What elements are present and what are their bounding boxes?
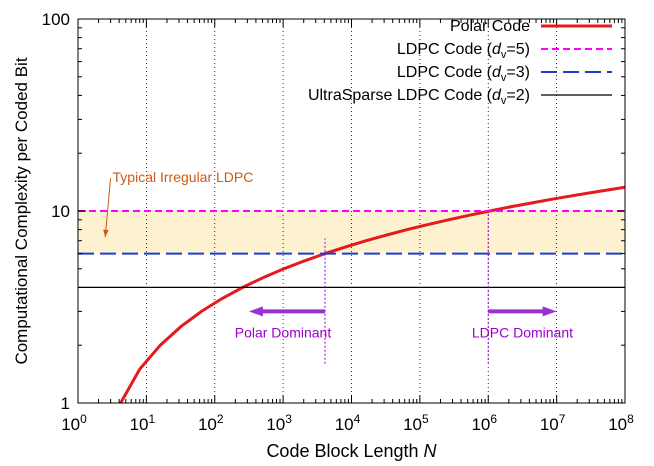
legend-label-text: UltraSparse LDPC Code ( <box>308 87 493 104</box>
legend-label: Polar Code <box>450 18 530 35</box>
legend-label: LDPC Code (dv=5) <box>397 41 530 61</box>
x-tick-label: 108 <box>608 412 634 434</box>
x-tick-exponent: 1 <box>148 412 155 426</box>
legend-label-var: d <box>492 64 502 81</box>
x-tick-label: 100 <box>61 412 87 434</box>
legend-label: UltraSparse LDPC Code (dv=2) <box>308 87 530 107</box>
y-axis-label: Computational Complexity per Coded Bit <box>12 57 31 364</box>
x-tick-label: 103 <box>266 412 292 434</box>
x-tick-exponent: 0 <box>80 412 87 426</box>
x-tick-base: 10 <box>471 415 490 434</box>
legend-label-post: =5) <box>506 41 530 58</box>
legend-label-text: LDPC Code ( <box>397 64 493 81</box>
x-tick-base: 10 <box>266 415 285 434</box>
x-tick-base: 10 <box>198 415 217 434</box>
legend-label: LDPC Code (dv=3) <box>397 64 530 84</box>
x-tick-base: 10 <box>130 415 149 434</box>
y-tick-label: 1 <box>61 394 70 413</box>
x-tick-label: 102 <box>198 412 224 434</box>
ldpc-dominant-label: LDPC Dominant <box>472 325 573 341</box>
x-tick-label: 101 <box>130 412 156 434</box>
ldpc-dominant-arrow-head <box>542 306 557 317</box>
legend-label-sub: v <box>501 72 507 84</box>
legend-label-var: d <box>492 87 502 104</box>
y-tick-label: 10 <box>51 202 70 221</box>
band-label: Typical Irregular LDPC <box>113 169 254 185</box>
x-tick-exponent: 3 <box>285 412 292 426</box>
legend-label-post: =2) <box>506 87 530 104</box>
x-axis-label: Code Block Length N <box>266 441 437 461</box>
legend-label-sub: v <box>501 95 507 107</box>
x-tick-label: 105 <box>403 412 429 434</box>
annotations: Polar Dominant LDPC Dominant Typical Irreg… <box>103 169 573 364</box>
x-tick-exponent: 2 <box>217 412 224 426</box>
legend-label-post: =3) <box>506 64 530 81</box>
x-axis-label-var: N <box>424 441 438 461</box>
legend-label-text: LDPC Code ( <box>397 41 493 58</box>
series-line-polar-code <box>119 185 626 404</box>
x-tick-exponent: 6 <box>490 412 497 426</box>
polar-dominant-arrow-head <box>248 306 263 317</box>
legend-label-sub: v <box>501 49 507 61</box>
x-tick-exponent: 4 <box>354 412 361 426</box>
x-tick-label: 106 <box>471 412 497 434</box>
legend-label-var: d <box>492 41 502 58</box>
band-label-arrow-head <box>103 229 109 238</box>
x-tick-base: 10 <box>608 415 627 434</box>
series-group <box>78 185 626 404</box>
x-axis-label-text: Code Block Length <box>266 441 423 461</box>
x-tick-base: 10 <box>335 415 354 434</box>
x-tick-label: 107 <box>540 412 566 434</box>
x-tick-label: 104 <box>335 412 361 434</box>
polar-dominant-label: Polar Dominant <box>235 325 332 341</box>
x-tick-exponent: 8 <box>627 412 634 426</box>
band-label-arrow <box>104 178 112 238</box>
y-tick-label: 100 <box>42 10 70 29</box>
x-tick-exponent: 5 <box>422 412 429 426</box>
x-tick-base: 10 <box>540 415 559 434</box>
x-tick-base: 10 <box>403 415 422 434</box>
x-tick-exponent: 7 <box>559 412 566 426</box>
x-tick-base: 10 <box>61 415 80 434</box>
